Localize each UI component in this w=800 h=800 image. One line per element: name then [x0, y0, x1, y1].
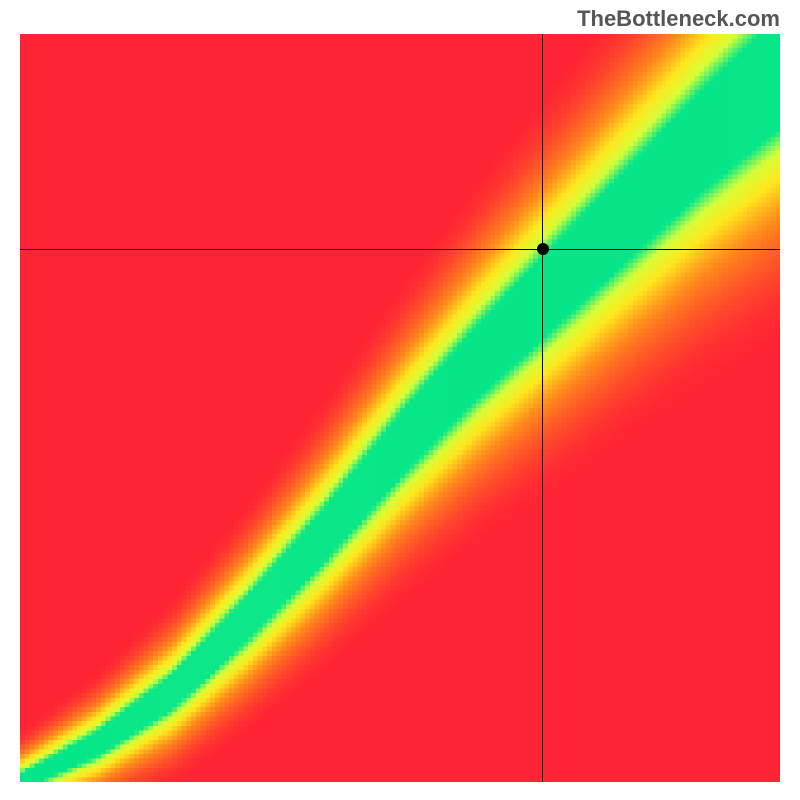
watermark-text: TheBottleneck.com [577, 6, 780, 32]
bottleneck-heatmap [20, 34, 780, 782]
crosshair-vertical [542, 34, 543, 782]
intersection-marker [537, 243, 549, 255]
heatmap-canvas [20, 34, 780, 782]
crosshair-horizontal [20, 249, 780, 250]
